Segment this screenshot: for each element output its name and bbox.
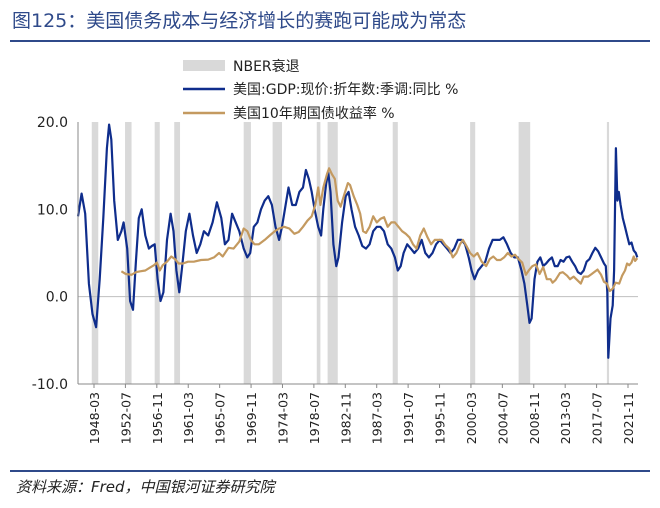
x-tick-label: 2021-11 [621,392,636,444]
figure-title: 图125：美国债务成本与经济增长的赛跑可能成为常态 [12,10,467,32]
recession-band-2 [154,122,160,384]
x-tick-label: 2013-03 [558,392,573,444]
x-tick-label: 1974-03 [275,392,290,444]
y-tick-label: 0.0 [46,290,68,306]
x-tick-label: 1978-07 [307,392,322,444]
x-tick-label: 1969-11 [244,392,259,444]
x-tick-label: 2017-07 [590,392,605,444]
legend-recession-label: NBER衰退 [233,58,300,75]
y-tick-label: 20.0 [37,115,68,131]
x-tick-label: 1965-07 [213,392,228,444]
axes: 20.0 10.0 0.0 -10.0 1948-03 1952-07 1956-11 196… [32,115,638,444]
x-tick-label: 1995-11 [433,392,448,444]
x-tick-label: 1987-03 [370,392,385,444]
recession-band-6 [316,122,321,384]
x-tick-label: 2008-11 [527,392,542,444]
line-chart: 20.0 10.0 0.0 -10.0 1948-03 1952-07 1956-11 196… [32,58,639,444]
legend-recession-swatch [183,60,225,71]
legend: NBER衰退 美国:GDP:现价:折年数:季调:同比 % 美国10年期国债收益率… [183,58,458,122]
recession-band-0 [91,122,99,384]
legend-gdp-label: 美国:GDP:现价:折年数:季调:同比 % [233,82,458,98]
y-tick-label: -10.0 [32,377,68,393]
recession-band-9 [470,122,476,384]
title-rule [10,40,650,42]
y-tick-label: 10.0 [37,202,68,218]
series-lines [76,123,639,359]
source-rule [10,470,650,472]
x-tick-label: 1961-03 [181,392,196,444]
recession-band-5 [272,122,283,384]
recession-band-8 [392,122,398,384]
gdp-growth-line [76,123,639,359]
x-tick-label: 1956-11 [150,392,165,444]
recession-band-3 [174,122,181,384]
x-tick-label: 1952-07 [118,392,133,444]
recession-band-11 [606,122,610,384]
legend-yield-label: 美国10年期国债收益率 % [233,105,395,122]
treasury-yield-line [120,167,639,293]
recession-band-4 [243,122,251,384]
x-tick-label: 1982-11 [338,392,353,444]
x-tick-label: 1991-07 [401,392,416,444]
x-tick-label: 1948-03 [87,392,102,444]
x-tick-label: 2000-03 [464,392,479,444]
x-tick-label: 2004-07 [495,392,510,444]
recession-band-7 [327,122,338,384]
source-note: 资料来源：Fred，中国银河证券研究院 [16,478,275,496]
recession-band-10 [518,122,531,384]
recession-bands [91,122,610,384]
